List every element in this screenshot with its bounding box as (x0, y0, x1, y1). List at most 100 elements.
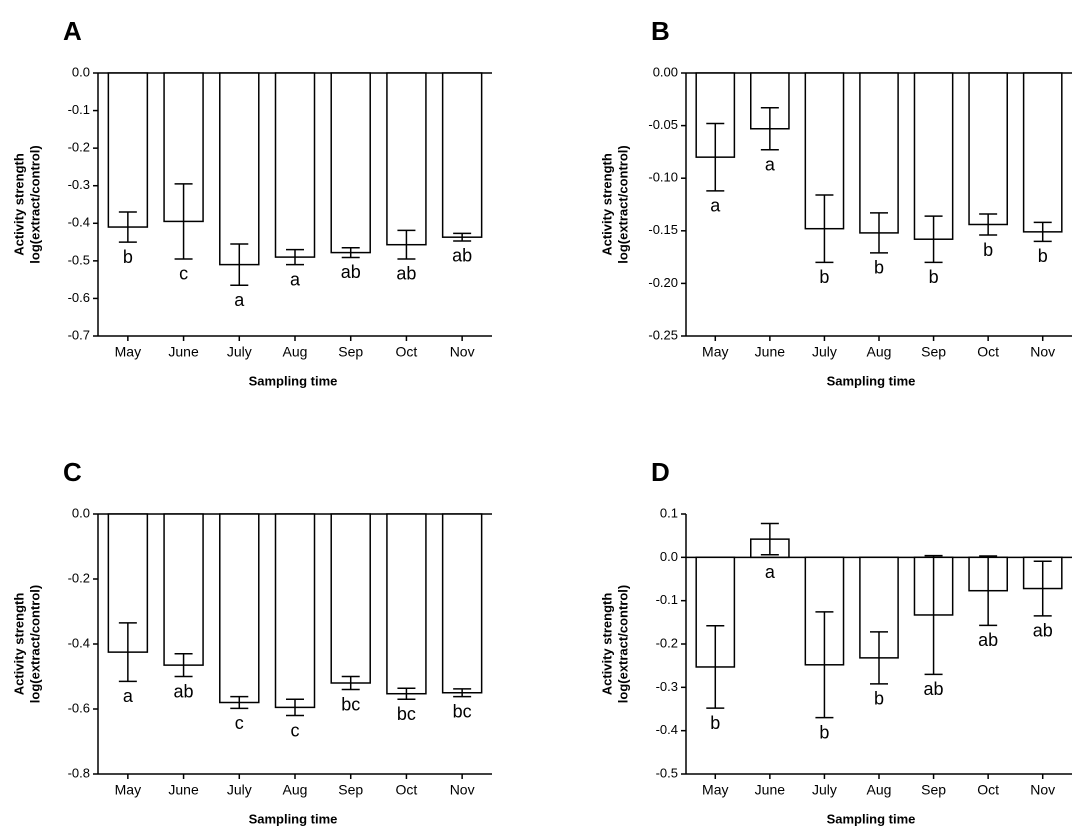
x-axis-title: Sampling time (249, 373, 338, 388)
x-tick-label: Oct (396, 344, 418, 360)
y-axis-title: Activity strength (11, 153, 26, 256)
x-tick-label: Aug (283, 344, 308, 360)
significance-letter: ab (452, 246, 472, 266)
y-tick-label: 0.0 (660, 549, 678, 564)
y-tick-label: -0.2 (656, 635, 678, 650)
x-tick-label: Nov (450, 782, 475, 798)
y-tick-label: -0.4 (68, 215, 90, 230)
x-tick-label: Sep (338, 782, 363, 798)
significance-letter: b (983, 240, 993, 260)
bar (274, 72, 316, 258)
y-tick-label: -0.10 (648, 170, 678, 185)
significance-letter: a (123, 686, 134, 706)
x-tick-label: July (812, 344, 837, 360)
x-tick-label: July (812, 782, 837, 798)
x-tick-label: Sep (921, 782, 946, 798)
y-tick-label: 0.1 (660, 505, 678, 520)
bar (330, 513, 371, 684)
bar (1022, 72, 1063, 233)
x-tick-label: Sep (921, 344, 946, 360)
panel-c: C 0.0 -0.2 -0.4 -0.6 -0.8 Activity strength log… (11, 457, 492, 826)
bar (441, 72, 483, 238)
bar (859, 72, 899, 234)
significance-letter: ab (341, 262, 361, 282)
y-tick-label: -0.25 (648, 327, 678, 342)
y-tick-label: -0.15 (648, 222, 678, 237)
x-axis-title: Sampling time (249, 811, 338, 826)
x-tick-label: May (115, 344, 141, 360)
y-tick-label: -0.05 (648, 117, 678, 132)
x-tick-label: May (702, 782, 728, 798)
panel-letter: D (651, 457, 670, 487)
significance-letter: a (234, 290, 245, 310)
y-axis-title: Activity strength (11, 593, 26, 696)
y-tick-label: -0.7 (68, 327, 90, 342)
significance-letter: c (235, 713, 244, 733)
x-tick-label: July (227, 782, 252, 798)
bar (913, 72, 954, 240)
significance-letter: bc (453, 701, 472, 721)
x-tick-label: June (755, 344, 786, 360)
bar (274, 513, 316, 709)
y-tick-label: -0.2 (68, 570, 90, 585)
significance-letter: ab (978, 630, 998, 650)
x-tick-label: Nov (450, 344, 475, 360)
y-axis-title: Activity strength (599, 593, 614, 696)
significance-letter: bc (341, 694, 360, 714)
y-tick-label: -0.1 (68, 102, 90, 117)
significance-letter: c (179, 264, 188, 284)
significance-letter: a (765, 562, 776, 582)
x-tick-label: Nov (1030, 344, 1055, 360)
x-tick-label: Oct (977, 782, 999, 798)
y-axis-title: log(extract/control) (615, 585, 630, 703)
x-tick-label: Oct (396, 782, 418, 798)
y-tick-label: -0.5 (656, 765, 678, 780)
x-axis-title: Sampling time (827, 811, 916, 826)
bar (441, 513, 483, 694)
panel-letter: B (651, 16, 670, 46)
significance-letter: b (123, 247, 133, 267)
y-axis-title: log(extract/control) (27, 145, 42, 263)
y-tick-label: -0.8 (68, 765, 90, 780)
significance-letter: a (710, 196, 721, 216)
panel-letter: A (63, 16, 82, 46)
bar (330, 72, 371, 254)
panel-d: D 0.1 0.0 -0.1 -0.2 -0.3 -0.4 -0.5 Activity stre… (599, 457, 1072, 826)
significance-letter: ab (174, 681, 194, 701)
bar (386, 72, 427, 246)
y-tick-label: -0.20 (648, 275, 678, 290)
significance-letter: ab (924, 679, 944, 699)
x-tick-label: Oct (977, 344, 999, 360)
significance-letter: c (291, 720, 300, 740)
significance-letter: b (710, 713, 720, 733)
significance-letter: a (765, 155, 776, 175)
y-tick-label: -0.6 (68, 700, 90, 715)
x-tick-label: Aug (867, 344, 892, 360)
significance-letter: bc (397, 704, 416, 724)
x-axis-title: Sampling time (827, 373, 916, 388)
y-axis-title: Activity strength (599, 153, 614, 256)
y-tick-label: -0.2 (68, 140, 90, 155)
significance-letter: b (1038, 246, 1048, 266)
bar (163, 513, 204, 666)
y-axis-title: log(extract/control) (615, 145, 630, 263)
x-tick-label: June (755, 782, 786, 798)
x-tick-label: May (115, 782, 141, 798)
bar (219, 72, 260, 266)
significance-letter: b (874, 689, 884, 709)
x-tick-label: Aug (283, 782, 308, 798)
y-tick-label: 0.0 (72, 64, 90, 79)
bar (219, 513, 260, 704)
y-tick-label: -0.5 (68, 252, 90, 267)
y-tick-label: -0.1 (656, 592, 678, 607)
y-tick-label: -0.3 (68, 177, 90, 192)
significance-letter: ab (1033, 621, 1053, 641)
y-tick-label: -0.4 (68, 635, 90, 650)
panel-b: B 0.00 -0.05 -0.10 -0.15 -0.20 -0.25 Activity s… (599, 16, 1072, 388)
significance-letter: b (874, 258, 884, 278)
significance-letter: b (819, 267, 829, 287)
x-tick-label: Aug (867, 782, 892, 798)
y-tick-label: 0.0 (72, 505, 90, 520)
panel-letter: C (63, 457, 82, 487)
